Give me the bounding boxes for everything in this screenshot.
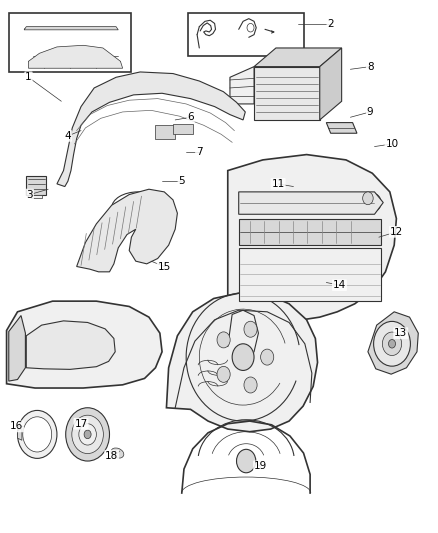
Circle shape bbox=[217, 366, 230, 382]
Circle shape bbox=[374, 321, 410, 366]
Circle shape bbox=[79, 424, 96, 445]
Polygon shape bbox=[320, 48, 342, 120]
Polygon shape bbox=[239, 248, 381, 301]
Text: 6: 6 bbox=[187, 112, 194, 122]
Polygon shape bbox=[188, 13, 304, 56]
Circle shape bbox=[66, 408, 110, 461]
Text: 12: 12 bbox=[390, 227, 403, 237]
Polygon shape bbox=[7, 301, 162, 388]
Text: 7: 7 bbox=[196, 147, 203, 157]
Text: 5: 5 bbox=[178, 176, 185, 186]
Text: 15: 15 bbox=[158, 262, 171, 271]
Text: 18: 18 bbox=[105, 451, 118, 461]
Polygon shape bbox=[24, 27, 118, 30]
Polygon shape bbox=[77, 189, 177, 272]
Polygon shape bbox=[228, 155, 396, 333]
Polygon shape bbox=[28, 45, 123, 68]
Text: 19: 19 bbox=[254, 462, 267, 471]
Polygon shape bbox=[254, 67, 320, 120]
Polygon shape bbox=[9, 13, 131, 72]
Text: 11: 11 bbox=[272, 179, 285, 189]
Circle shape bbox=[244, 377, 257, 393]
Circle shape bbox=[389, 340, 396, 348]
Polygon shape bbox=[239, 192, 383, 214]
Polygon shape bbox=[155, 125, 175, 139]
Circle shape bbox=[237, 449, 256, 473]
Polygon shape bbox=[57, 72, 245, 187]
Polygon shape bbox=[26, 321, 115, 369]
Polygon shape bbox=[31, 195, 42, 198]
Text: 17: 17 bbox=[74, 419, 88, 429]
Polygon shape bbox=[173, 124, 193, 134]
Circle shape bbox=[244, 321, 257, 337]
Circle shape bbox=[23, 417, 52, 452]
Polygon shape bbox=[368, 312, 418, 374]
Polygon shape bbox=[18, 429, 22, 440]
Circle shape bbox=[84, 430, 91, 439]
Text: 4: 4 bbox=[64, 131, 71, 141]
Text: 16: 16 bbox=[10, 422, 23, 431]
Circle shape bbox=[363, 192, 373, 205]
Circle shape bbox=[18, 410, 57, 458]
Polygon shape bbox=[254, 48, 342, 67]
Polygon shape bbox=[9, 316, 25, 381]
Polygon shape bbox=[326, 123, 357, 133]
Circle shape bbox=[382, 332, 402, 356]
Text: 14: 14 bbox=[333, 280, 346, 290]
Text: 9: 9 bbox=[367, 107, 374, 117]
Text: 10: 10 bbox=[385, 139, 399, 149]
Text: 3: 3 bbox=[26, 190, 33, 199]
Circle shape bbox=[261, 349, 274, 365]
Ellipse shape bbox=[111, 448, 124, 458]
Text: 1: 1 bbox=[25, 72, 32, 82]
Text: 8: 8 bbox=[367, 62, 374, 71]
Polygon shape bbox=[166, 293, 318, 432]
Polygon shape bbox=[230, 67, 254, 104]
Circle shape bbox=[217, 332, 230, 348]
Polygon shape bbox=[239, 219, 381, 245]
Circle shape bbox=[72, 415, 103, 454]
Circle shape bbox=[232, 344, 254, 370]
Text: 2: 2 bbox=[327, 19, 334, 29]
Polygon shape bbox=[26, 176, 46, 195]
Text: 13: 13 bbox=[394, 328, 407, 338]
